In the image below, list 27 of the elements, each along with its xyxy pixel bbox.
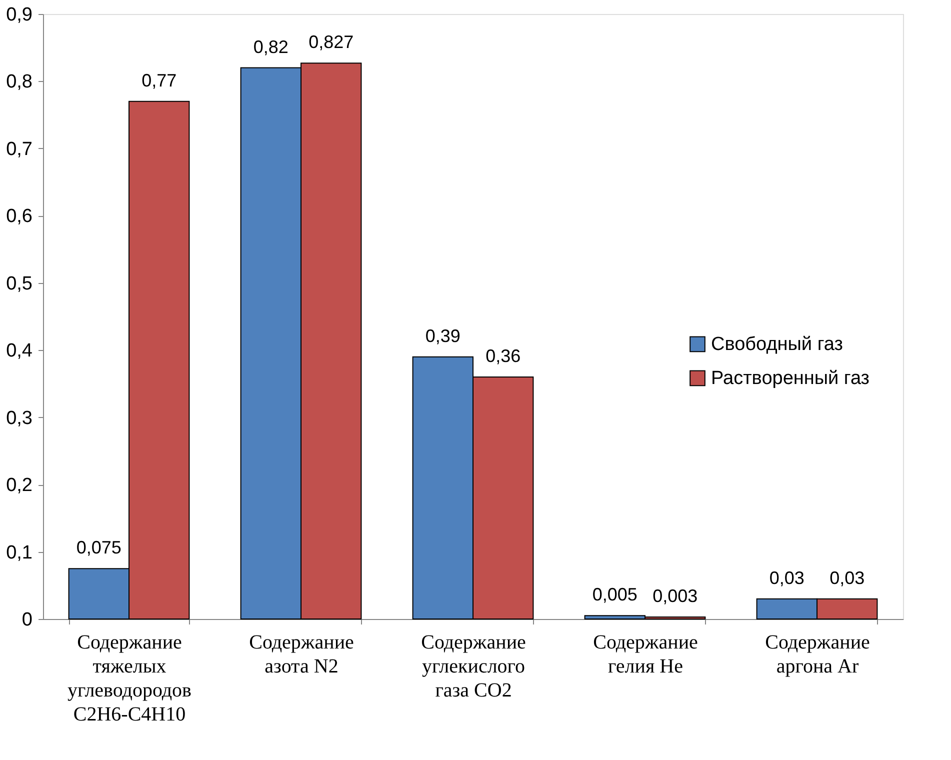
data-label: 0,827 bbox=[308, 32, 354, 52]
y-tick-label: 0,8 bbox=[6, 72, 32, 93]
y-tick-label: 0,6 bbox=[6, 206, 32, 228]
data-label: 0,03 bbox=[830, 568, 865, 588]
x-tick-label: Содержание азота N2 bbox=[249, 632, 354, 678]
x-tick-label: Содержание аргона Ar bbox=[765, 632, 870, 678]
data-label: 0,77 bbox=[142, 70, 177, 90]
data-label: 0,03 bbox=[769, 568, 804, 588]
data-label: 0,36 bbox=[486, 346, 521, 366]
data-label: 0,82 bbox=[253, 36, 288, 57]
x-tick-label: Содержание тяжелых углеводородов С2Н6-С4Н10 bbox=[68, 632, 192, 726]
y-tick-label: 0,4 bbox=[6, 340, 33, 362]
y-tick-label: 0,3 bbox=[6, 408, 32, 429]
y-tick-label: 0,7 bbox=[6, 138, 32, 160]
y-tick-label: 0,5 bbox=[6, 273, 32, 294]
legend-label: Свободный газ bbox=[711, 334, 843, 356]
data-label: 0,005 bbox=[592, 584, 638, 605]
x-tick-label: Содержание гелия He bbox=[593, 632, 698, 678]
data-label: 0,075 bbox=[76, 538, 122, 558]
y-tick-label: 0,1 bbox=[6, 542, 32, 564]
y-tick-label: 0,9 bbox=[6, 4, 32, 26]
data-label: 0,003 bbox=[652, 586, 698, 606]
y-tick-label: 0 bbox=[22, 610, 32, 630]
x-tick-label: Содержание углекислого газа СО2 bbox=[421, 632, 526, 702]
y-tick-label: 0,2 bbox=[6, 475, 32, 496]
data-label: 0,39 bbox=[425, 326, 460, 346]
legend-label: Растворенный газ bbox=[711, 368, 870, 390]
